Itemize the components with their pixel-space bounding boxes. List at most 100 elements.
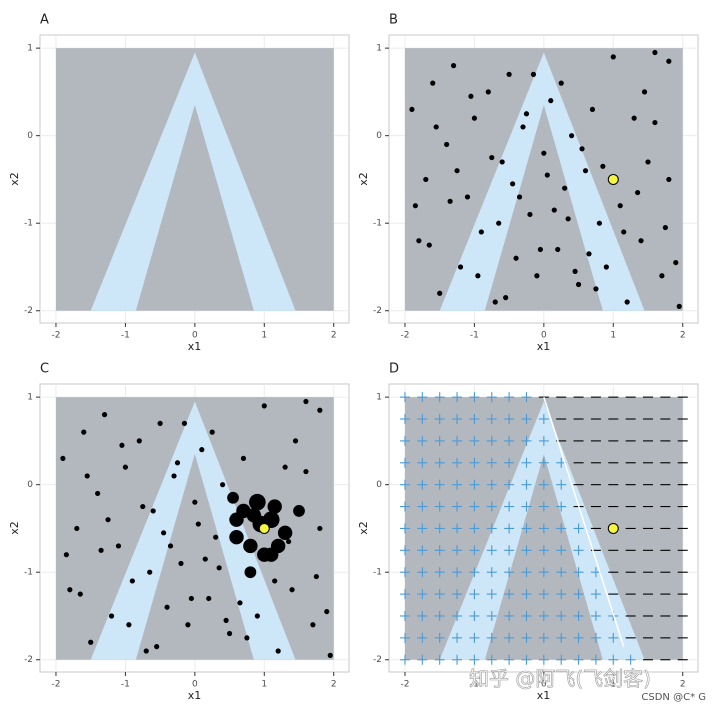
- plus-marker: [504, 545, 515, 556]
- point: [81, 429, 87, 435]
- point: [416, 238, 422, 244]
- plus-marker: [521, 654, 532, 665]
- point: [641, 89, 648, 95]
- point: [489, 154, 495, 161]
- plus-marker: [573, 523, 584, 534]
- plus-marker: [538, 589, 549, 600]
- plus-marker: [521, 632, 532, 643]
- region: [439, 401, 645, 660]
- point: [101, 412, 108, 418]
- point: [423, 176, 429, 183]
- plus-marker: [521, 392, 532, 403]
- x-tick-label: 2: [680, 680, 686, 690]
- panel: -2 -1 0 1 2 -2 -1 0 1 Bx1 x2: [357, 13, 699, 353]
- plus-marker: [469, 392, 480, 403]
- plus-marker: [504, 392, 515, 403]
- plus-marker: [434, 589, 445, 600]
- y-tick-label: 0: [27, 480, 33, 490]
- y-tick-label: -2: [24, 306, 33, 316]
- plus-marker: [399, 414, 410, 425]
- y-tick-label: -1: [373, 219, 382, 229]
- plus-marker: [504, 610, 515, 621]
- point: [475, 273, 481, 279]
- plus-marker: [434, 501, 445, 512]
- y-tick-label: -2: [373, 655, 382, 665]
- point: [317, 407, 323, 413]
- plus-marker: [521, 457, 532, 468]
- plus-marker: [556, 545, 567, 556]
- point: [181, 420, 188, 426]
- plus-marker: [608, 654, 619, 665]
- point: [610, 54, 616, 60]
- plus-marker: [452, 457, 463, 468]
- point: [562, 185, 568, 191]
- region: [90, 52, 296, 311]
- y-tick-label: -1: [24, 568, 33, 578]
- point: [447, 198, 453, 204]
- y-tick-label: -1: [24, 219, 33, 229]
- plus-marker: [590, 610, 601, 621]
- x-tick-label: 1: [261, 331, 267, 341]
- y-tick-label: -1: [373, 568, 382, 578]
- point: [457, 264, 464, 270]
- x-tick-label: 1: [610, 680, 616, 690]
- x-tick-label: 2: [331, 680, 337, 690]
- point: [485, 89, 491, 95]
- point: [603, 264, 609, 270]
- point: [676, 303, 682, 309]
- plus-marker: [521, 567, 532, 578]
- point: [289, 587, 295, 593]
- point: [223, 617, 229, 623]
- point: [586, 251, 592, 257]
- plus-marker: [486, 589, 497, 600]
- region: [90, 401, 296, 660]
- point: [617, 203, 623, 209]
- point: [95, 490, 101, 497]
- plus-marker: [452, 435, 463, 446]
- point: [464, 194, 471, 200]
- plus-marker: [469, 435, 480, 446]
- point: [243, 538, 258, 554]
- point: [157, 420, 163, 426]
- point: [468, 93, 474, 99]
- panel-title: A: [40, 13, 49, 28]
- x-tick-label: 0: [541, 680, 547, 690]
- y-tick-label: -2: [24, 655, 33, 665]
- point: [496, 220, 502, 226]
- point: [624, 299, 630, 305]
- plus-marker: [486, 632, 497, 643]
- plus-marker: [434, 479, 445, 490]
- panel: -2 -1 0 1 2 -2 -1 0 1 Ax1 x2: [8, 13, 350, 353]
- point: [178, 560, 184, 567]
- plus-marker: [521, 523, 532, 534]
- plus-marker: [486, 654, 497, 665]
- point: [275, 648, 281, 654]
- x-axis-label: x1: [188, 689, 202, 702]
- plus-marker: [556, 501, 567, 512]
- point: [437, 290, 443, 296]
- plus-marker: [504, 567, 515, 578]
- plus-marker: [608, 632, 619, 643]
- point: [236, 503, 251, 519]
- plus-marker: [590, 654, 601, 665]
- x-tick-label: 0: [192, 680, 198, 690]
- plus-marker: [452, 479, 463, 490]
- plus-marker: [538, 501, 549, 512]
- point: [589, 106, 596, 113]
- point: [513, 255, 519, 261]
- y-tick-label: 1: [376, 393, 382, 403]
- point: [471, 115, 478, 121]
- plus-marker: [521, 589, 532, 600]
- point: [303, 398, 309, 405]
- point: [171, 473, 177, 479]
- point: [516, 194, 523, 200]
- highlight-point: [607, 173, 619, 185]
- watermark-credit: CSDN @C* G: [641, 692, 706, 703]
- point: [115, 543, 122, 549]
- point: [506, 71, 512, 77]
- point: [579, 146, 585, 152]
- point: [310, 622, 316, 628]
- point: [565, 216, 571, 222]
- point: [673, 259, 679, 266]
- plus-marker: [573, 589, 584, 600]
